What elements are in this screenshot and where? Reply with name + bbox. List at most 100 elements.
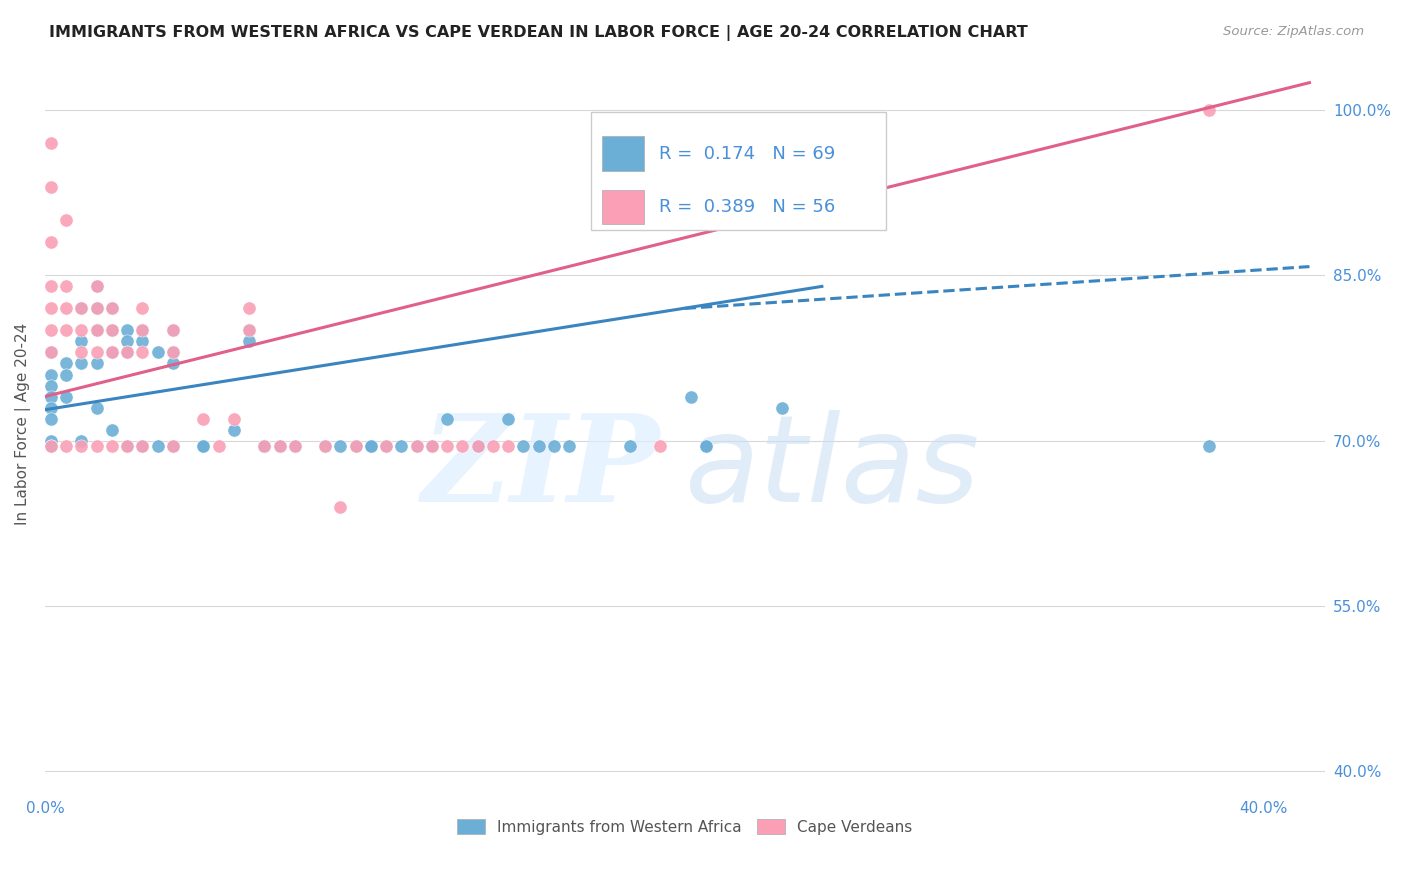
FancyBboxPatch shape [602, 190, 644, 224]
Point [86, 279, 108, 293]
Point [55, 390, 77, 404]
Point [695, 439, 717, 453]
Point [238, 323, 260, 337]
Point [360, 439, 382, 453]
Y-axis label: In Labor Force | Age 20-24: In Labor Force | Age 20-24 [15, 323, 31, 525]
Point [101, 345, 124, 359]
Point [86, 301, 108, 316]
FancyBboxPatch shape [592, 112, 886, 230]
Point [115, 334, 138, 349]
Point [482, 439, 505, 453]
Point [1198, 439, 1220, 453]
Point [207, 439, 229, 453]
Point [162, 439, 184, 453]
Legend: Immigrants from Western Africa, Cape Verdeans: Immigrants from Western Africa, Cape Ver… [451, 813, 918, 840]
Point [162, 345, 184, 359]
Point [70, 434, 93, 448]
Point [70, 301, 93, 316]
Point [86, 323, 108, 337]
Point [238, 323, 260, 337]
Point [70, 439, 93, 453]
Point [86, 323, 108, 337]
Point [86, 345, 108, 359]
Point [55, 439, 77, 453]
Point [39, 434, 62, 448]
Point [193, 411, 215, 425]
Point [101, 323, 124, 337]
Point [496, 411, 519, 425]
Point [162, 345, 184, 359]
Point [162, 323, 184, 337]
Point [314, 439, 336, 453]
Point [162, 323, 184, 337]
Text: ZIP: ZIP [420, 409, 659, 527]
Point [344, 439, 367, 453]
Point [770, 401, 793, 415]
Point [389, 439, 412, 453]
Point [253, 439, 276, 453]
Point [86, 401, 108, 415]
Point [146, 439, 169, 453]
Point [558, 439, 581, 453]
Point [39, 136, 62, 151]
Point [329, 439, 352, 453]
Point [86, 301, 108, 316]
Point [55, 213, 77, 227]
Point [146, 345, 169, 359]
Point [70, 345, 93, 359]
Point [55, 279, 77, 293]
Point [269, 439, 291, 453]
Point [39, 279, 62, 293]
Point [115, 345, 138, 359]
Point [39, 180, 62, 194]
Text: IMMIGRANTS FROM WESTERN AFRICA VS CAPE VERDEAN IN LABOR FORCE | AGE 20-24 CORREL: IMMIGRANTS FROM WESTERN AFRICA VS CAPE V… [49, 25, 1028, 41]
Point [253, 439, 276, 453]
Point [238, 301, 260, 316]
Point [101, 345, 124, 359]
Point [39, 439, 62, 453]
Point [39, 401, 62, 415]
Point [55, 368, 77, 382]
Point [115, 345, 138, 359]
Point [70, 334, 93, 349]
Point [101, 423, 124, 437]
Point [70, 323, 93, 337]
Point [193, 439, 215, 453]
Point [39, 368, 62, 382]
Point [619, 439, 641, 453]
Point [39, 411, 62, 425]
Point [238, 334, 260, 349]
Point [101, 301, 124, 316]
Point [39, 345, 62, 359]
Point [420, 439, 443, 453]
Point [222, 423, 245, 437]
Point [253, 439, 276, 453]
Point [131, 301, 153, 316]
Point [375, 439, 398, 453]
Point [86, 279, 108, 293]
Point [55, 323, 77, 337]
Point [131, 439, 153, 453]
Point [496, 439, 519, 453]
Point [86, 357, 108, 371]
Point [162, 439, 184, 453]
Point [115, 439, 138, 453]
Point [344, 439, 367, 453]
Point [101, 439, 124, 453]
Point [284, 439, 307, 453]
Point [193, 439, 215, 453]
Point [527, 439, 550, 453]
Point [467, 439, 489, 453]
Point [39, 323, 62, 337]
Point [131, 323, 153, 337]
Point [405, 439, 427, 453]
Point [39, 390, 62, 404]
Point [131, 323, 153, 337]
Point [1198, 103, 1220, 118]
FancyBboxPatch shape [602, 136, 644, 171]
Point [329, 500, 352, 514]
Point [70, 357, 93, 371]
Point [86, 439, 108, 453]
Point [405, 439, 427, 453]
Text: Source: ZipAtlas.com: Source: ZipAtlas.com [1223, 25, 1364, 38]
